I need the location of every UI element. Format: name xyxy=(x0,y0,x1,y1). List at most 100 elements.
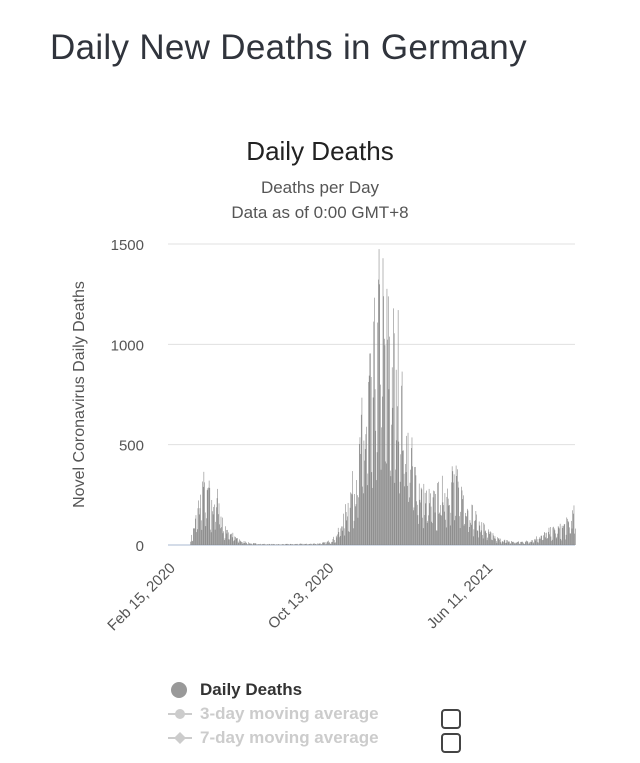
bar xyxy=(501,541,503,545)
bar xyxy=(198,500,199,545)
bar xyxy=(510,543,512,545)
bar xyxy=(437,483,438,545)
bar xyxy=(248,542,249,545)
bar xyxy=(445,527,447,545)
bar xyxy=(263,544,265,545)
bar xyxy=(466,508,468,545)
bar xyxy=(490,532,492,545)
bar xyxy=(524,542,526,545)
bar xyxy=(474,520,476,545)
bar xyxy=(541,535,543,545)
bar xyxy=(522,542,524,545)
bar xyxy=(220,516,222,545)
bar xyxy=(269,544,271,545)
bar xyxy=(281,544,282,545)
bar xyxy=(461,490,463,545)
bar xyxy=(268,543,270,545)
bar xyxy=(213,506,215,545)
toggle-7-day-average-checkbox[interactable] xyxy=(441,733,461,753)
legend-item-3-day-average[interactable]: 3-day moving average xyxy=(168,702,488,726)
bar xyxy=(305,543,307,545)
bar xyxy=(489,533,490,545)
bar xyxy=(509,541,510,545)
bar xyxy=(568,522,570,545)
bar xyxy=(429,503,431,545)
bar xyxy=(494,538,495,545)
bar xyxy=(340,528,342,545)
bar xyxy=(399,481,401,545)
bar xyxy=(458,487,460,545)
bar xyxy=(398,441,400,545)
bar xyxy=(301,543,303,545)
bar xyxy=(505,542,506,545)
bar xyxy=(400,454,402,545)
bar xyxy=(488,531,490,545)
bar xyxy=(549,534,550,545)
bar xyxy=(331,541,333,545)
bar xyxy=(335,542,336,545)
bar xyxy=(256,544,257,545)
bar xyxy=(393,333,395,545)
bar xyxy=(262,543,264,545)
bar xyxy=(210,529,211,545)
bar xyxy=(553,526,554,545)
bar xyxy=(312,543,314,545)
legend-item-7-day-average[interactable]: 7-day moving average xyxy=(168,726,488,750)
bar xyxy=(477,530,479,545)
bar xyxy=(540,538,541,545)
bar xyxy=(234,536,236,545)
bar xyxy=(371,472,373,545)
bar xyxy=(195,515,197,545)
bar xyxy=(532,543,534,545)
bar xyxy=(473,529,475,545)
bar xyxy=(405,472,407,545)
toggle-3-day-average-checkbox[interactable] xyxy=(441,709,461,729)
legend-label-3-day-average: 3-day moving average xyxy=(200,704,379,723)
bar xyxy=(232,532,234,545)
bar xyxy=(349,507,351,545)
bar xyxy=(208,487,209,545)
bar xyxy=(326,543,327,545)
bar xyxy=(312,544,313,545)
bar xyxy=(548,527,550,545)
bar xyxy=(343,528,345,545)
bar xyxy=(550,536,552,545)
bar xyxy=(405,464,406,545)
bar xyxy=(498,538,500,545)
page-title: Daily New Deaths in Germany xyxy=(50,28,527,67)
bar xyxy=(533,542,535,545)
bar xyxy=(572,510,573,545)
bar xyxy=(354,494,355,545)
bar xyxy=(537,542,539,545)
bar xyxy=(376,480,377,545)
bar xyxy=(514,543,516,545)
legend-item-daily-deaths[interactable]: Daily Deaths xyxy=(168,678,488,702)
bar xyxy=(480,530,482,545)
bar xyxy=(366,485,368,545)
bar xyxy=(327,541,328,545)
bar xyxy=(299,544,300,545)
bar xyxy=(480,532,481,545)
bar xyxy=(306,544,308,545)
bar xyxy=(446,496,448,545)
bar xyxy=(457,469,458,545)
y-tick-label-3: 1500 xyxy=(111,237,144,254)
bar xyxy=(427,520,429,545)
bar xyxy=(215,521,217,545)
bar xyxy=(531,540,533,545)
bar xyxy=(395,469,396,545)
bar xyxy=(482,534,483,545)
bar xyxy=(551,539,553,545)
bar xyxy=(376,452,378,545)
bar xyxy=(323,542,325,545)
bar xyxy=(527,541,529,545)
bar xyxy=(231,533,232,545)
bar xyxy=(308,543,310,545)
bar xyxy=(423,483,425,545)
bar xyxy=(191,534,192,545)
bar xyxy=(396,440,398,545)
bar xyxy=(441,515,442,545)
bar xyxy=(382,396,383,545)
bar xyxy=(233,541,234,545)
bar xyxy=(542,539,544,545)
